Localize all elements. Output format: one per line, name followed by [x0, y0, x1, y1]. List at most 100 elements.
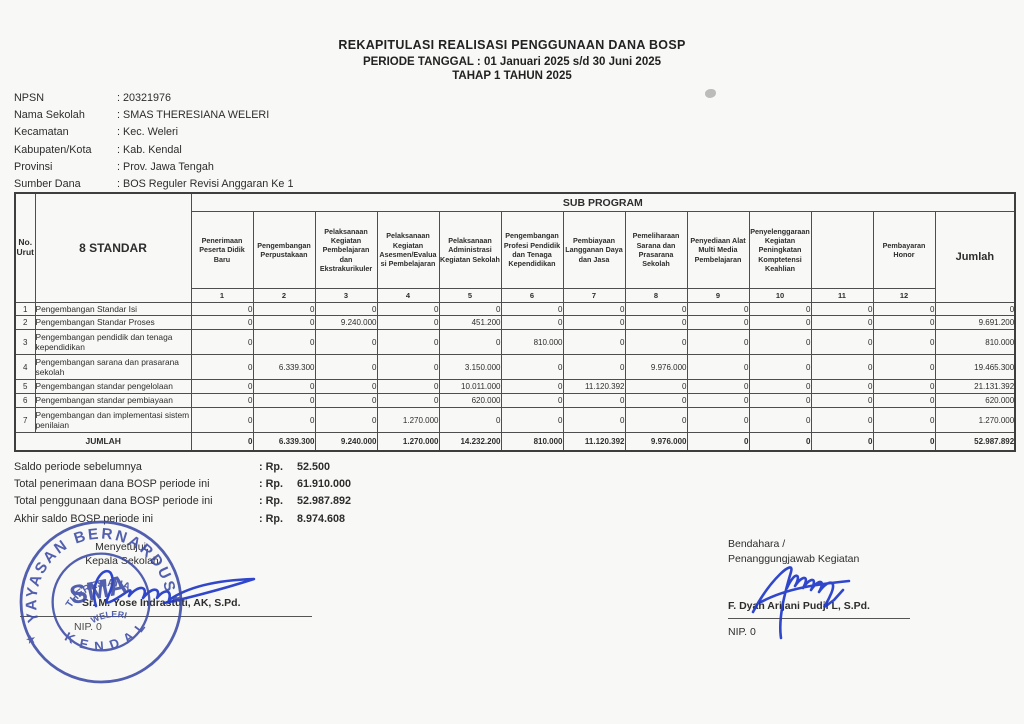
value-cell: 0	[810, 315, 874, 330]
value-cell: 0	[810, 393, 874, 408]
info-value: : Kab. Kendal	[117, 143, 182, 156]
info-label: NPSN	[14, 92, 44, 104]
table-total-row: JUMLAH 0 6.339.300 9.240.000 1.270.000 14.232…	[14, 432, 1016, 451]
value-cell: 10.011.000	[438, 379, 502, 394]
summary-block: Saldo periode sebelumnya: Rp. 52.500 Total…	[14, 459, 351, 528]
value-cell: 0	[686, 379, 750, 394]
table-row: 6 Pengembangan standar pembiayaan 0 0 0 0 620.…	[14, 393, 1016, 408]
value-cell: 0	[252, 379, 316, 394]
total-label-cell: JUMLAH	[14, 432, 192, 451]
row-jumlah-cell: 9.691.200	[934, 315, 1016, 330]
summary-label: Total penerimaan dana BOSP periode ini	[14, 478, 210, 491]
row-number-cell: 4	[14, 354, 36, 380]
column-number: 10	[748, 288, 812, 303]
scan-smudge-artifact	[705, 89, 716, 98]
value-cell: 6.339.300	[252, 354, 316, 380]
stamp-school-place-text: WELERI	[89, 605, 130, 627]
value-cell: 0	[686, 354, 750, 380]
standar-label-cell: Pengembangan Standar Isi	[34, 302, 192, 316]
info-label: Provinsi	[14, 160, 53, 173]
column-header-jumlah: Jumlah	[934, 211, 1016, 303]
signature-underline-left	[20, 616, 312, 617]
value-cell: 0	[376, 315, 440, 330]
sub-program-column-header	[810, 211, 874, 289]
treasurer-role-label: Bendahara /	[728, 538, 786, 550]
value-cell: 0	[376, 379, 440, 394]
value-cell: 0	[872, 407, 936, 433]
info-row: Kabupaten/Kota: Kab. Kendal	[14, 142, 293, 159]
signature-underline-right	[728, 618, 910, 619]
summary-row: Saldo periode sebelumnya: Rp. 52.500	[14, 459, 351, 476]
table-row: 5 Pengembangan standar pengelolaan 0 0 0 0 10.…	[14, 379, 1016, 394]
sub-program-column-header: Penyediaan Alat Multi Media Pembelajaran	[686, 211, 750, 289]
principal-role-label: Kepala Sekolah	[85, 555, 159, 567]
value-cell: 0	[562, 315, 626, 330]
value-cell: 0	[190, 354, 254, 380]
summary-row: Total penerimaan dana BOSP periode ini: …	[14, 476, 351, 493]
value-cell: 0	[252, 302, 316, 316]
svg-text:WELERI: WELERI	[89, 605, 130, 627]
total-value-cell: 9.240.000	[314, 432, 378, 451]
principal-name: Sr. M. Yose Indrastuti, AK, S.Pd.	[82, 597, 241, 609]
sub-program-column-header: Penerimaan Peserta Didik Baru	[190, 211, 254, 289]
value-cell: 0	[624, 315, 688, 330]
table-header-row: 1 2 3 4 5 6 7 8 9 10 11 12	[15, 288, 1015, 303]
row-jumlah-cell: 19.465.300	[934, 354, 1016, 380]
report-stage: TAHAP 1 TAHUN 2025	[452, 70, 572, 82]
signature-right-titles: Bendahara / Penanggungjawab Kegiatan	[728, 537, 859, 567]
column-number: 3	[314, 288, 378, 303]
table-row: 7 Pengembangan dan implementasi sistem pe…	[14, 407, 1016, 433]
info-label: Kecamatan	[14, 126, 69, 139]
value-cell: 0	[438, 302, 502, 316]
value-cell: 0	[252, 407, 316, 433]
value-cell: 0	[438, 407, 502, 433]
total-value-cell: 0	[748, 432, 812, 451]
no-label-line2: Urut	[16, 247, 34, 257]
value-cell: 0	[562, 354, 626, 380]
value-cell: 0	[562, 302, 626, 316]
value-cell: 0	[748, 302, 812, 316]
principal-nip: NIP. 0	[74, 621, 102, 633]
column-header-no-urut: No. Urut	[14, 192, 36, 303]
summary-amount: 8.974.608	[297, 512, 346, 525]
total-value-cell: 1.270.000	[376, 432, 440, 451]
value-cell: 0	[190, 379, 254, 394]
value-cell: 0	[810, 407, 874, 433]
column-number: 6	[500, 288, 564, 303]
value-cell: 0	[624, 302, 688, 316]
currency-label: : Rp.	[259, 461, 283, 473]
column-number: 1	[190, 288, 254, 303]
value-cell: 0	[562, 393, 626, 408]
value-cell: 0	[500, 379, 564, 394]
summary-row: Total penggunaan dana BOSP periode ini: …	[14, 493, 351, 510]
row-number-cell: 7	[14, 407, 36, 433]
treasurer-name: F. Dyah Arijani Pudji L, S.Pd.	[728, 600, 870, 612]
row-number-cell: 2	[14, 315, 36, 330]
value-cell: 9.240.000	[314, 315, 378, 330]
total-value-cell: 0	[190, 432, 254, 451]
column-number: 5	[438, 288, 502, 303]
value-cell: 0	[748, 315, 812, 330]
principal-signature-scribble	[93, 569, 256, 608]
summary-amount: 61.910.000	[297, 478, 352, 491]
table-row: 4 Pengembangan sarana dan prasarana sekol…	[14, 354, 1016, 380]
info-value: : 20321976	[117, 92, 172, 104]
value-cell: 0	[190, 302, 254, 316]
value-cell: 0	[438, 329, 502, 355]
stamp-foundation-text: YAYASAN BERNARDUS	[9, 511, 179, 624]
standar-label-cell: Pengembangan sarana dan prasarana sekola…	[34, 354, 192, 380]
total-value-cell: 9.976.000	[624, 432, 688, 451]
value-cell: 0	[314, 354, 378, 380]
info-row: Provinsi: Prov. Jawa Tengah	[14, 159, 293, 176]
standar-label-cell: Pengembangan standar pembiayaan	[34, 393, 192, 408]
value-cell: 0	[686, 329, 750, 355]
currency-label: : Rp.	[259, 512, 283, 525]
sub-program-column-header: Pembayaran Honor	[872, 211, 936, 289]
summary-amount: 52.500	[297, 461, 331, 473]
currency-label: : Rp.	[259, 495, 283, 508]
value-cell: 0	[314, 393, 378, 408]
row-number-cell: 6	[14, 393, 36, 408]
info-value: : BOS Reguler Revisi Anggaran Ke 1	[117, 178, 294, 191]
column-number: 12	[872, 288, 936, 303]
